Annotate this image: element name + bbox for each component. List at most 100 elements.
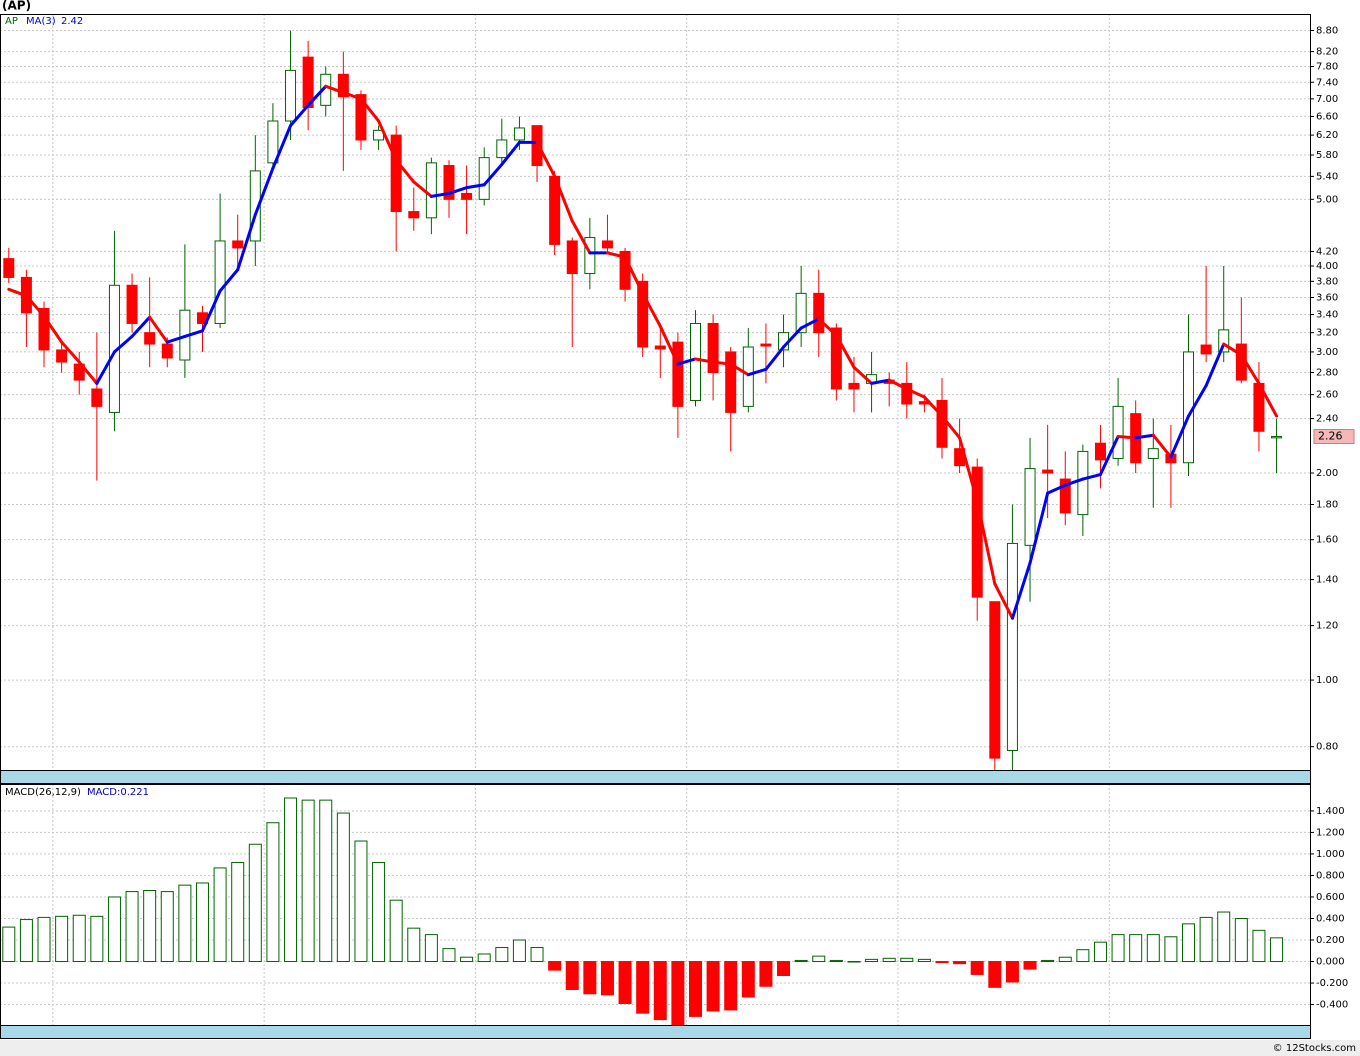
candle-body bbox=[725, 351, 737, 413]
y-tick-label: 7.00 bbox=[1316, 94, 1338, 105]
y-tick-label: -0.400 bbox=[1316, 1000, 1348, 1011]
candle-body bbox=[390, 134, 402, 213]
ma-segment bbox=[253, 166, 275, 217]
macd-bar bbox=[618, 961, 632, 1004]
macd-bar bbox=[970, 961, 984, 975]
macd-bar bbox=[583, 961, 597, 995]
candle-body bbox=[56, 349, 68, 363]
macd-bar bbox=[653, 961, 667, 1021]
candle-body bbox=[461, 192, 473, 200]
macd-bar bbox=[90, 915, 104, 963]
macd-bar bbox=[424, 934, 438, 963]
candle-body bbox=[584, 237, 596, 275]
candle-body bbox=[830, 327, 842, 390]
macd-bar bbox=[1199, 916, 1213, 963]
footer-band bbox=[0, 1040, 1360, 1056]
ma-segment bbox=[165, 334, 187, 344]
candle-body bbox=[214, 240, 226, 324]
ma-segment bbox=[817, 317, 838, 337]
legend-macd-name: MACD(26,12,9) bbox=[5, 787, 81, 798]
macd-bar bbox=[231, 862, 245, 963]
legend-ma-value: 2.42 bbox=[61, 16, 83, 27]
macd-bar bbox=[1270, 937, 1284, 963]
macd-bar bbox=[759, 961, 773, 987]
ma-segment bbox=[1222, 342, 1243, 357]
candle-body bbox=[267, 120, 279, 164]
price-date-band bbox=[0, 770, 1311, 784]
y-tick-label: 3.80 bbox=[1316, 276, 1338, 287]
ma-segment bbox=[271, 124, 293, 170]
candle-body bbox=[126, 284, 138, 324]
candle-body bbox=[249, 170, 261, 242]
ma-segment bbox=[77, 360, 99, 385]
ma-segment bbox=[1169, 414, 1191, 459]
candle-body bbox=[760, 343, 772, 347]
macd-bar bbox=[777, 961, 791, 977]
ma-segment bbox=[1116, 435, 1138, 440]
candle-body bbox=[355, 94, 367, 141]
ma-segment bbox=[236, 213, 257, 272]
macd-bar bbox=[178, 884, 192, 963]
macd-bar bbox=[865, 958, 879, 963]
y-tick-label: 8.20 bbox=[1316, 47, 1338, 58]
y-tick-label: 4.20 bbox=[1316, 246, 1338, 257]
candle-body bbox=[848, 382, 860, 390]
ma-segment bbox=[1046, 483, 1067, 495]
ma-segment bbox=[1239, 353, 1261, 385]
macd-bar bbox=[125, 891, 139, 963]
candle-body bbox=[1200, 344, 1212, 355]
macd-bar bbox=[143, 890, 157, 963]
ma-segment bbox=[693, 357, 715, 364]
y-tick-label: 0.400 bbox=[1316, 913, 1345, 924]
ma-segment bbox=[1081, 473, 1102, 481]
ma-segment bbox=[394, 158, 416, 184]
ma-segment bbox=[1134, 433, 1155, 440]
y-tick-label: 0.200 bbox=[1316, 935, 1345, 946]
y-tick-label: 1.400 bbox=[1316, 806, 1345, 817]
macd-bar bbox=[72, 914, 86, 963]
ma-segment bbox=[130, 315, 152, 338]
macd-bar bbox=[671, 961, 685, 1026]
candle-body bbox=[513, 127, 525, 141]
candle-body bbox=[38, 307, 50, 351]
macd-bar bbox=[1164, 936, 1178, 963]
y-tick-label: 3.20 bbox=[1316, 328, 1338, 339]
macd-bar bbox=[636, 961, 650, 1014]
candle-body bbox=[161, 343, 173, 359]
ma-segment bbox=[306, 84, 328, 107]
macd-bar bbox=[1111, 934, 1125, 963]
candle-body bbox=[285, 69, 297, 122]
candle-body bbox=[3, 258, 15, 278]
ma-segment bbox=[658, 324, 680, 366]
candle-body bbox=[1024, 468, 1036, 546]
ma-segment bbox=[112, 334, 134, 354]
ma-segment bbox=[746, 367, 768, 377]
ma-segment bbox=[60, 340, 81, 364]
ma-segment bbox=[535, 140, 557, 178]
ma-segment bbox=[1151, 433, 1173, 459]
macd-bar bbox=[213, 867, 227, 963]
y-tick-label: 0.800 bbox=[1316, 870, 1345, 881]
y-tick-label: 0.000 bbox=[1316, 957, 1345, 968]
footer: © 12Stocks.com bbox=[1273, 1043, 1356, 1054]
ma-segment bbox=[641, 291, 662, 328]
y-tick-label: 3.60 bbox=[1316, 292, 1338, 303]
macd-bar bbox=[248, 843, 262, 963]
y-tick-label: 1.000 bbox=[1316, 849, 1345, 860]
y-tick-label: 7.80 bbox=[1316, 62, 1338, 73]
ma-segment bbox=[764, 345, 786, 371]
ma-segment bbox=[341, 91, 363, 101]
ma-segment bbox=[729, 362, 750, 377]
y-tick-label: 0.600 bbox=[1316, 892, 1345, 903]
candle-body bbox=[654, 345, 666, 350]
legend-ma-name: MA(3) bbox=[26, 16, 56, 27]
macd-bar bbox=[530, 947, 544, 963]
ma-segment bbox=[324, 84, 345, 95]
macd-bar bbox=[407, 927, 421, 963]
ma-segment bbox=[377, 119, 398, 162]
last-price-box bbox=[1313, 429, 1355, 445]
ma-segment bbox=[95, 350, 116, 385]
candle-body bbox=[742, 346, 754, 407]
